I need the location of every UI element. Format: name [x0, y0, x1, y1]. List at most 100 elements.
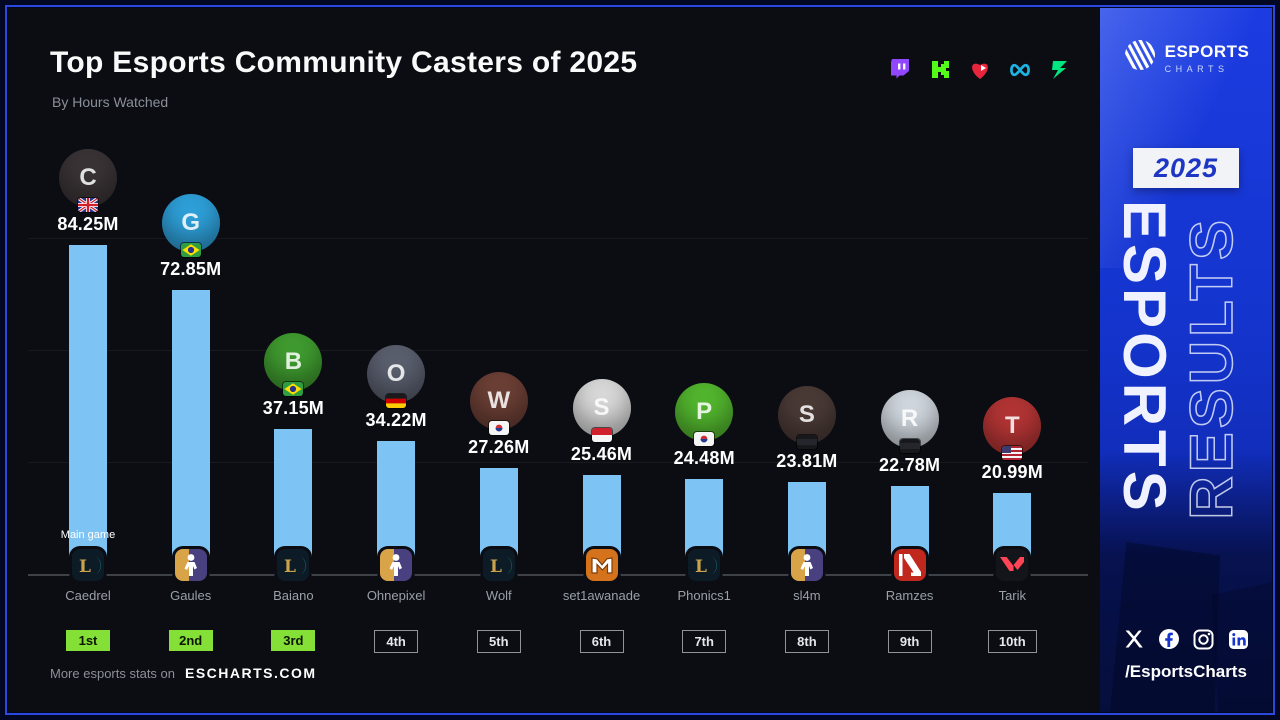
brand-name-line1: ESPORTS	[1164, 41, 1250, 61]
avatar-image: B	[264, 333, 323, 391]
gridline	[28, 462, 1088, 463]
country-flag-br	[180, 243, 201, 257]
heart-play-icon	[968, 58, 992, 82]
x-icon[interactable]	[1123, 628, 1145, 650]
avatar-image: S	[572, 379, 631, 437]
country-flag-de	[386, 394, 407, 408]
rank-badge: 7th	[682, 630, 727, 653]
rank-badge-wrap: 10th	[952, 630, 1072, 653]
caster-avatar: B	[264, 333, 323, 396]
gridline	[28, 238, 1088, 239]
social-handle[interactable]: /EsportsCharts	[1125, 662, 1247, 681]
country-flag-us	[1002, 446, 1023, 460]
rank-badge-wrap: 6th	[542, 630, 662, 653]
bar	[171, 290, 210, 575]
rank-badge: 5th	[476, 630, 521, 653]
hours-watched-value: 24.48M	[673, 448, 735, 468]
caster-avatar: C	[59, 149, 117, 212]
x-axis-line	[28, 574, 1088, 576]
league-of-legends-icon: L	[277, 549, 310, 581]
facebook-icon[interactable]	[1158, 628, 1180, 650]
caster-column: P 24.48M L	[654, 138, 754, 581]
country-flag-censored	[796, 435, 817, 449]
valorant-icon	[996, 549, 1029, 581]
hours-watched-value: 72.85M	[160, 259, 222, 279]
hours-watched-value: 84.25M	[57, 214, 119, 234]
year-badge: 2025	[1133, 148, 1239, 188]
caster-name: Caedrel	[65, 588, 111, 603]
counter-strike-2-icon	[380, 549, 413, 581]
rank-badge-wrap: 7th	[644, 630, 764, 653]
svg-text:L: L	[695, 557, 707, 577]
hours-watched-value: 20.99M	[981, 462, 1043, 482]
rank-badge: 4th	[374, 630, 419, 653]
country-flag-kr	[694, 432, 715, 446]
rank-badge-wrap: 1st	[28, 630, 148, 651]
caster-column: O 34.22M	[346, 138, 446, 581]
league-of-legends-icon: L	[688, 549, 721, 581]
caster-avatar: O	[367, 345, 426, 408]
mobile-legends-icon	[585, 549, 618, 581]
footer: More esports stats on ESCHARTS.COM	[50, 665, 317, 681]
caster-name: Wolf	[485, 588, 512, 603]
caster-column: S 23.81M	[757, 138, 857, 581]
rank-badge-wrap: 2nd	[131, 630, 251, 651]
chzzk-icon	[1048, 58, 1072, 82]
bar	[69, 245, 107, 575]
caster-avatar: T	[983, 397, 1042, 460]
hours-watched-value: 34.22M	[365, 410, 427, 430]
rank-badge: 6th	[579, 630, 624, 653]
arena-screen-shape	[1110, 542, 1220, 712]
rank-badge-wrap: 3rd	[233, 630, 353, 651]
page-subtitle: By Hours Watched	[52, 94, 169, 110]
page-title: Top Esports Community Casters of 2025	[50, 46, 638, 79]
caster-name: Baiano	[273, 588, 314, 603]
instagram-icon[interactable]	[1193, 628, 1215, 650]
rank-badge: 9th	[887, 630, 932, 653]
rank-badge: 10th	[987, 630, 1037, 653]
rank-badge: 1st	[66, 630, 110, 651]
counter-strike-2-icon	[174, 549, 207, 581]
caster-avatar: P	[675, 383, 734, 446]
avatar-image: T	[983, 397, 1042, 455]
soop-infinity-icon	[1008, 58, 1032, 82]
caster-name: Ramzes	[885, 588, 934, 603]
country-flag-kr	[488, 421, 509, 435]
caster-name: Ohnepixel	[366, 588, 426, 603]
hours-watched-value: 27.26M	[468, 437, 530, 457]
rank-badge: 8th	[784, 630, 829, 653]
avatar-image: P	[675, 383, 734, 441]
chart-panel: Top Esports Community Casters of 2025 By…	[8, 8, 1100, 712]
country-flag-br	[283, 382, 304, 396]
brand-name-line2: CHARTS	[1164, 63, 1229, 74]
escharts-link[interactable]: ESCHARTS.COM	[185, 665, 317, 681]
caster-column: S 25.46M	[552, 138, 652, 581]
caster-name: sl4m	[793, 588, 821, 603]
rank-badge-wrap: 9th	[850, 630, 970, 653]
avatar-image: R	[880, 390, 939, 448]
platform-icons-row	[888, 56, 1072, 84]
counter-strike-2-icon	[790, 549, 823, 581]
caster-avatar: S	[572, 379, 631, 442]
caster-column: R 22.78M	[860, 138, 960, 581]
twitch-icon	[888, 58, 912, 82]
caster-name: Gaules	[170, 588, 212, 603]
vertical-text-results: RESULTS	[1177, 215, 1246, 520]
avatar-image: O	[367, 345, 426, 403]
main-game-note: Main game	[60, 528, 116, 541]
esports-charts-logo: ESPORTS CHARTS	[1100, 34, 1272, 77]
caster-avatar: S	[777, 386, 836, 449]
league-of-legends-icon: L	[482, 549, 515, 581]
rank-badge-wrap: 5th	[439, 630, 559, 653]
avatar-image: W	[469, 372, 528, 430]
caster-column: W 27.26M L	[449, 138, 549, 581]
caster-avatar: G	[161, 194, 220, 257]
vertical-text-esports: ESPORTS	[1111, 200, 1178, 515]
kick-icon	[928, 58, 952, 82]
linkedin-icon[interactable]	[1228, 628, 1250, 650]
rank-badge: 3rd	[271, 630, 316, 651]
sidebar: ESPORTS CHARTS 2025 ESPORTS RESULTS /Esp…	[1100, 8, 1272, 712]
country-flag-gb	[78, 198, 98, 212]
caster-column: C 84.25M Main game L	[38, 138, 138, 581]
